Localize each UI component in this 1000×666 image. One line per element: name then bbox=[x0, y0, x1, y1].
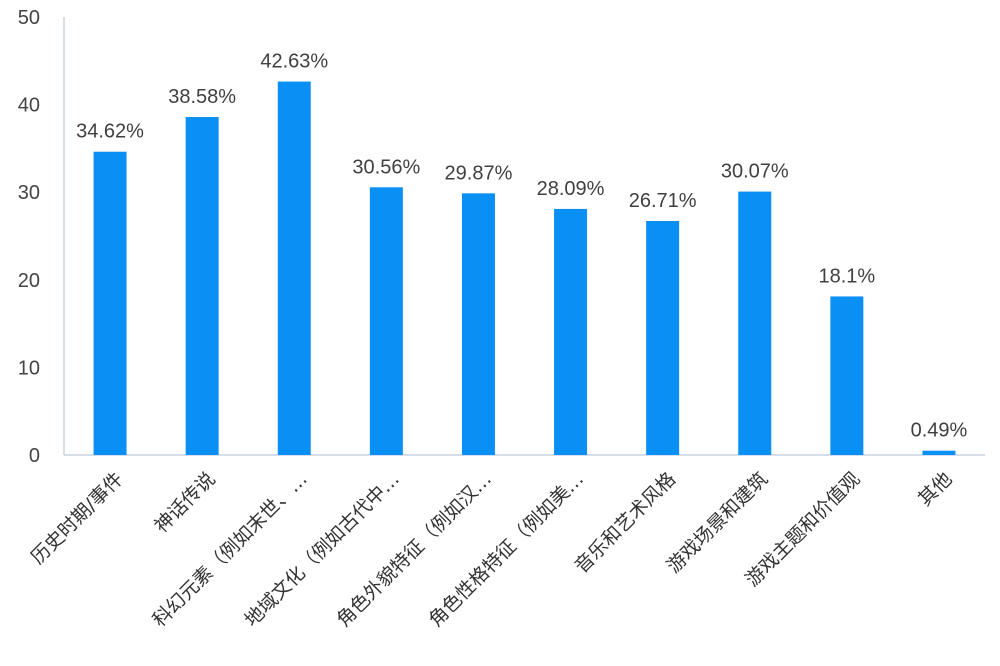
bar bbox=[185, 117, 219, 456]
y-tick-label: 0 bbox=[29, 445, 40, 467]
data-label: 34.62% bbox=[76, 121, 144, 143]
bars bbox=[93, 81, 956, 456]
bar bbox=[461, 193, 495, 455]
category-label: 其他 bbox=[914, 468, 956, 510]
bar bbox=[830, 296, 864, 455]
y-tick-label: 40 bbox=[18, 95, 40, 117]
bar bbox=[369, 187, 403, 455]
y-tick-label: 20 bbox=[18, 270, 40, 292]
bar bbox=[922, 450, 956, 455]
data-label: 30.07% bbox=[721, 161, 789, 183]
data-label: 29.87% bbox=[445, 162, 513, 184]
data-labels: 34.62% 38.58% 42.63% 30.56% 29.87% 28.09% 26.7… bbox=[76, 51, 967, 442]
data-label: 38.58% bbox=[168, 86, 236, 108]
data-label: 18.1% bbox=[818, 265, 875, 287]
category-label: 神话传说 bbox=[150, 468, 219, 537]
bar bbox=[277, 81, 311, 455]
bar bbox=[93, 151, 127, 455]
bar bbox=[738, 191, 772, 456]
data-label: 26.71% bbox=[629, 190, 697, 212]
data-label: 30.56% bbox=[352, 156, 420, 178]
y-tick-label: 30 bbox=[18, 182, 40, 204]
category-label: 科幻元素（例如末世、… bbox=[148, 468, 311, 631]
y-tick-label: 50 bbox=[18, 7, 40, 29]
bar bbox=[646, 221, 680, 455]
data-label: 28.09% bbox=[537, 178, 605, 200]
data-label: 42.63% bbox=[260, 51, 328, 73]
category-label: 角色性格特征（例如美… bbox=[425, 468, 588, 631]
data-label: 0.49% bbox=[911, 420, 968, 442]
category-labels: 历史时期/事件 神话传说科幻元素（例如末世、…地域文化（例如古代中…角色外貌特征（… bbox=[27, 468, 957, 631]
category-label: 地域文化（例如古代中… bbox=[241, 468, 404, 631]
category-label: 历史时期/事件 bbox=[27, 468, 128, 569]
category-label: 角色外貌特征（例如汉… bbox=[333, 468, 496, 631]
bar bbox=[554, 208, 588, 455]
y-tick-label: 10 bbox=[18, 357, 40, 379]
y-tick-labels: 0 10 20 30 40 50 bbox=[18, 7, 40, 467]
